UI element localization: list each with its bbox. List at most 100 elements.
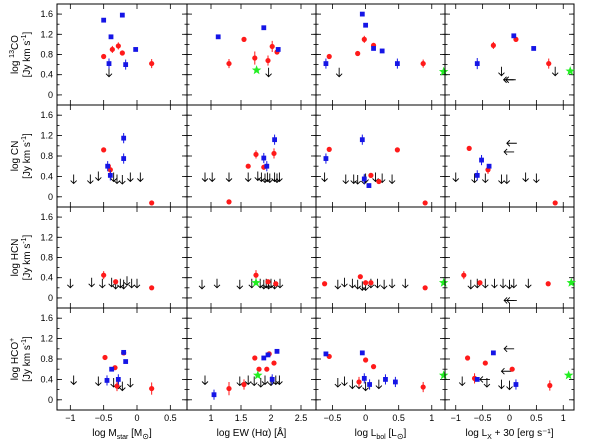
upper-limit-arrow <box>510 278 518 289</box>
upper-limit-arrow <box>88 277 95 288</box>
upper-limit-arrow <box>334 279 342 290</box>
blue-point <box>474 377 480 382</box>
green-star-point <box>438 66 449 76</box>
upper-limit-arrow <box>261 375 269 386</box>
red-point <box>102 354 108 361</box>
upper-limit-arrow <box>244 375 252 386</box>
red-point <box>256 366 262 372</box>
label-part: ] <box>22 234 33 237</box>
y-axis-labels: log 13CO [Jy km s-1]log CN [Jy km s-1]log … <box>9 31 33 381</box>
y-axis-label-row1: log 13CO [Jy km s-1] <box>9 31 33 77</box>
red-point <box>322 281 328 287</box>
upper-limit-arrow <box>533 173 540 184</box>
red-point <box>545 281 551 287</box>
upper-limit-arrow <box>341 277 348 288</box>
x-tick-label: 1.5 <box>235 413 248 423</box>
blue-point <box>265 352 271 358</box>
blue-point <box>119 12 125 18</box>
red-point <box>422 285 428 291</box>
upper-limit-arrow <box>498 66 505 77</box>
blue-point <box>104 378 110 383</box>
upper-limit-arrow <box>481 173 489 184</box>
blue-point <box>361 176 367 182</box>
blue-point <box>109 366 115 372</box>
label-part: ] <box>22 133 33 136</box>
upper-limit-arrow <box>498 174 505 185</box>
red-point <box>101 147 107 153</box>
upper-limit-arrow <box>201 375 209 386</box>
x-tick-label: 2 <box>268 413 273 423</box>
blue-point <box>379 48 385 54</box>
upper-limit-arrow <box>506 380 513 391</box>
blue-point <box>511 33 517 39</box>
red-point <box>368 280 374 286</box>
red-point <box>241 381 247 388</box>
upper-limit-arrow <box>266 173 274 184</box>
panel-CN-col4 <box>444 104 575 208</box>
upper-limit-arrow <box>524 278 532 289</box>
red-point <box>149 60 155 67</box>
x-tick-label: 1 <box>561 413 566 423</box>
upper-limit-arrow <box>473 278 481 289</box>
upper-limit-arrow <box>95 376 102 387</box>
label-part: ] <box>149 428 152 439</box>
upper-limit-arrow <box>257 378 265 388</box>
label-part: log L <box>355 428 377 439</box>
panel-frame <box>56 307 188 411</box>
upper-limit-arrow <box>213 278 221 289</box>
panel-frame <box>186 3 317 106</box>
red-point <box>226 199 232 205</box>
blue-point <box>133 47 139 52</box>
upper-limit-arrow <box>375 379 383 390</box>
red-point <box>363 280 369 286</box>
panel-frame <box>444 3 575 106</box>
panel-frame <box>444 307 575 411</box>
y-axis-label-line2: [Jy km s-1] <box>21 133 33 179</box>
green-star-point <box>566 277 577 287</box>
y-tick-label: 0.8 <box>40 50 53 60</box>
upper-limit-arrow <box>499 278 507 289</box>
panel-CN-col1: 0 0.4 0.8 1.2 1.6 <box>40 104 188 208</box>
blue-point <box>513 382 519 387</box>
x-tick-label: −0.5 <box>95 413 113 423</box>
panel-frame <box>315 3 446 106</box>
red-point <box>149 385 155 392</box>
label-sup: -1 <box>21 136 28 142</box>
label-part: [M <box>128 428 142 439</box>
upper-limit-arrow <box>250 376 258 387</box>
limit-arrow-left <box>479 376 490 383</box>
blue-point <box>121 156 127 161</box>
green-star-point <box>563 370 574 380</box>
y-tick-label: 0.8 <box>40 151 53 161</box>
y-tick-label: 0.4 <box>40 374 53 384</box>
y-tick-label: 1.6 <box>40 110 53 120</box>
red-point <box>368 172 374 178</box>
blue-point <box>121 349 127 355</box>
label-part: log L <box>465 428 487 439</box>
blue-point <box>490 350 496 356</box>
blue-point <box>261 155 267 161</box>
upper-limit-arrow <box>471 173 478 184</box>
red-point <box>109 46 115 53</box>
blue-point <box>359 350 365 356</box>
x-tick-label: 0 <box>134 413 139 423</box>
y-tick-label: 0.8 <box>40 253 53 263</box>
red-point <box>420 60 426 67</box>
y-axis-label-line2: [Jy km s-1] <box>21 234 33 280</box>
x-tick-label: −1 <box>451 413 461 423</box>
label-part: log HCO <box>10 342 21 381</box>
upper-limit-arrow <box>551 66 559 77</box>
y-axis-label-line1: log HCN <box>10 239 21 277</box>
upper-limit-arrow <box>374 278 381 289</box>
label-sup: -1 <box>21 237 28 243</box>
panel-frame <box>444 206 575 309</box>
upper-limit-arrow <box>208 172 216 183</box>
limit-arrow-left <box>506 139 517 147</box>
upper-limit-arrow <box>276 278 284 289</box>
label-part: log M <box>92 428 116 439</box>
panel-13CO-col4 <box>444 3 575 106</box>
panel-CN-col3 <box>315 104 446 208</box>
blue-point <box>383 377 388 382</box>
red-point <box>490 42 496 49</box>
upper-limit-arrow <box>349 379 356 390</box>
